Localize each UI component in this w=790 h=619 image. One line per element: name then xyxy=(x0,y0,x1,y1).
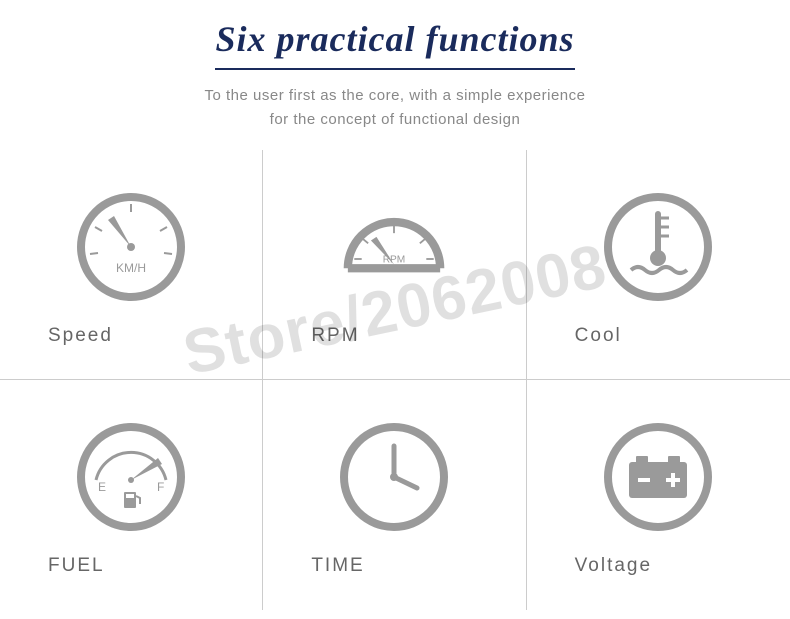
rpm-gauge-icon: RPM xyxy=(334,187,454,307)
rpm-unit-text: RPM xyxy=(383,254,406,265)
subtitle-line-2: for the concept of functional design xyxy=(270,111,521,128)
fuel-gauge-icon: E F xyxy=(71,417,191,537)
coolant-temp-icon xyxy=(598,187,718,307)
cell-label-fuel: FUEL xyxy=(10,555,105,577)
subtitle-line-1: To the user first as the core, with a si… xyxy=(205,87,586,104)
page-title: Six practical functions xyxy=(215,18,574,70)
cell-label-speed: Speed xyxy=(10,325,113,347)
battery-icon xyxy=(598,417,718,537)
speed-gauge-icon: KM/H xyxy=(71,187,191,307)
cell-speed: KM/H Speed xyxy=(0,150,263,380)
cell-label-time: TIME xyxy=(273,555,364,577)
speed-unit-text: KM/H xyxy=(116,261,146,275)
header: Six practical functions To the user firs… xyxy=(0,0,790,140)
clock-icon xyxy=(334,417,454,537)
cell-rpm: RPM RPM xyxy=(263,150,526,380)
cell-label-rpm: RPM xyxy=(273,325,359,347)
fuel-full-text: F xyxy=(157,480,164,494)
cell-label-voltage: Voltage xyxy=(537,555,652,577)
page-subtitle: To the user first as the core, with a si… xyxy=(0,84,790,132)
feature-grid: KM/H Speed RPM RPM xyxy=(0,150,790,610)
cell-fuel: E F FUEL xyxy=(0,380,263,610)
cell-voltage: Voltage xyxy=(527,380,790,610)
cell-time: TIME xyxy=(263,380,526,610)
cell-label-cool: Cool xyxy=(537,325,622,347)
fuel-empty-text: E xyxy=(98,480,106,494)
cell-cool: Cool xyxy=(527,150,790,380)
